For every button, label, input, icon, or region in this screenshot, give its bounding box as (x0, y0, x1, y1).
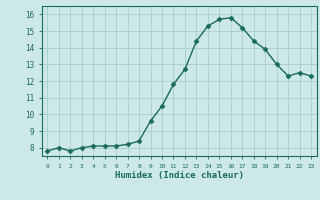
X-axis label: Humidex (Indice chaleur): Humidex (Indice chaleur) (115, 171, 244, 180)
